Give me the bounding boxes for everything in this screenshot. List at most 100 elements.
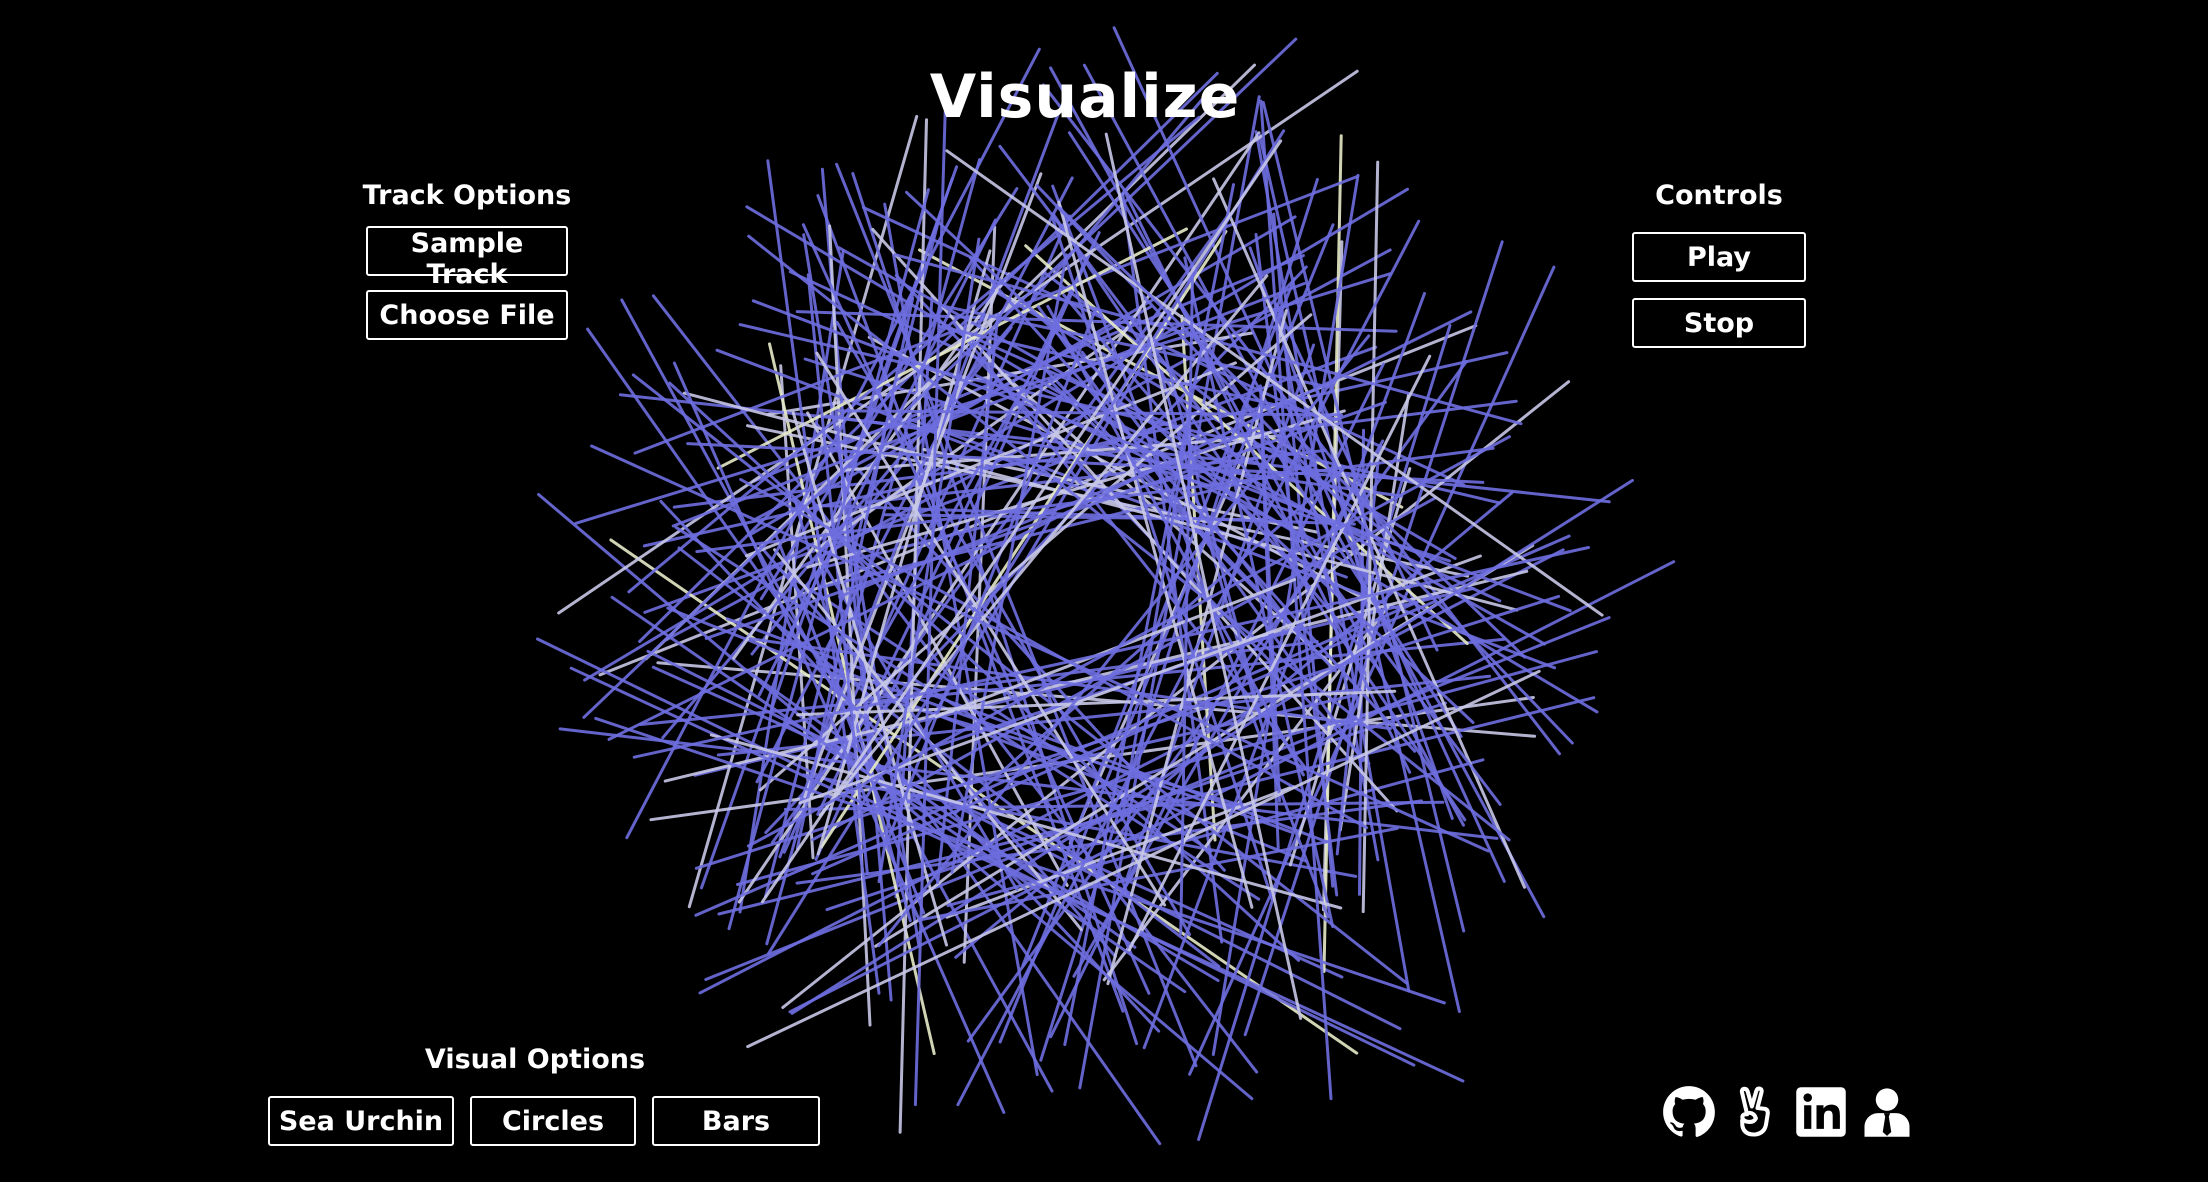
urchin-spike [998,223,1335,1044]
urchin-spike [746,669,1541,1049]
github-icon [1663,1086,1715,1137]
portfolio-icon [1864,1088,1910,1137]
visual-options-heading: Visual Options [424,1044,646,1075]
urchin-spike [877,334,1371,948]
urchin-spike [821,463,1318,589]
urchin-spike [1104,132,1303,1020]
urchin-spike [767,129,1286,955]
play-button[interactable]: Play [1632,232,1806,282]
angellist-icon [1739,1086,1770,1137]
urchin-spike [627,115,1201,594]
track-options-heading: Track Options [362,180,572,211]
urchin-spike [609,538,1359,1055]
urchin-spike [968,256,1417,753]
urchin-spike [672,361,1006,1114]
urchin-spike [745,361,1237,558]
urchin-spike [737,131,1261,904]
urchin-spike [1112,26,1506,883]
urchin-spike [747,234,1511,842]
urchin-spike [574,272,1392,525]
github-link[interactable] [1662,1085,1716,1139]
urchin-spike [687,114,919,909]
urchin-spike [694,534,1571,917]
urchin-spike [837,409,1343,417]
stop-button[interactable]: Stop [1632,298,1806,348]
urchin-spike [806,273,869,875]
urchin-spike [590,444,1490,853]
urchin-spike [1063,183,1235,1047]
controls-heading: Controls [1655,180,1783,211]
urchin-spike [557,69,1359,615]
urchin-spike [876,293,1186,810]
urchin-spike [795,296,915,851]
urchin-spike [1338,392,1411,832]
urchin-spike [607,310,1473,741]
urchin-spike [748,215,1297,537]
urchin-spike [1259,99,1333,1101]
urchin-spike [631,373,1409,985]
urchin-spike [1188,265,1556,1076]
linkedin-icon [1796,1087,1846,1137]
urchin-spike [796,689,1397,717]
urchin-spike [594,716,1446,1005]
circles-button[interactable]: Circles [470,1096,636,1146]
urchin-spike [1058,207,1527,659]
urchin-spike [1122,188,1412,774]
portfolio-link[interactable] [1860,1085,1914,1139]
choose-file-button[interactable]: Choose File [366,290,568,340]
sea-urchin-button[interactable]: Sea Urchin [268,1096,454,1146]
urchin-spike [760,139,1283,904]
urchin-spike [1127,354,1432,952]
urchin-spike [940,304,1331,389]
page-title: Visualize [929,62,1241,132]
urchin-spike [838,425,1263,599]
urchin-spike [953,467,1345,815]
angellist-link[interactable] [1728,1085,1782,1139]
urchin-spike [803,172,1043,799]
urchin-spike [582,37,1298,719]
urchin-spike [945,149,1604,617]
urchin-spike [877,237,981,884]
urchin-spike [716,227,1188,470]
urchin-spike [751,299,1572,613]
urchin-spike [1051,184,1330,919]
urchin-spike [727,188,930,931]
urchin-spike [746,435,1511,848]
urchin-spike [819,413,1404,498]
urchin-spike [806,409,1346,569]
urchin-spike [811,496,1437,842]
urchin-spike [755,176,1074,784]
urchin-spike [898,118,928,1134]
urchin-spike [1179,263,1195,936]
urchin-spike [802,233,921,947]
sample-track-button[interactable]: Sample Track [366,226,568,290]
urchin-spike [791,411,948,947]
bars-button[interactable]: Bars [652,1096,820,1146]
urchin-spike [788,560,1676,1014]
urchin-spike [918,826,1399,922]
urchin-spike [757,218,997,697]
urchin-spike [998,144,1502,806]
urchin-spike [873,324,1060,654]
urchin-spike [945,785,1295,919]
urchin-spike [625,47,1041,840]
urchin-spike [913,110,947,1107]
urchin-spike [950,253,1068,874]
urchin-spike [815,351,1167,907]
urchin-spike [871,227,1399,813]
urchin-spike [773,530,926,915]
urchin-spike [1051,216,1274,901]
urchin-spike [828,224,872,1027]
urchin-spike [686,442,1485,484]
urchin-spike [768,342,936,1056]
urchin-spike [1258,384,1281,803]
linkedin-link[interactable] [1794,1085,1848,1139]
urchin-spike [1046,304,1305,777]
urchin-spike [937,324,1340,421]
urchin-spike [1082,63,1546,919]
urchin-spike [668,381,1301,962]
urchin-spike [811,599,1437,876]
urchin-spike [659,499,1161,1033]
urchin-spike [1021,277,1296,967]
